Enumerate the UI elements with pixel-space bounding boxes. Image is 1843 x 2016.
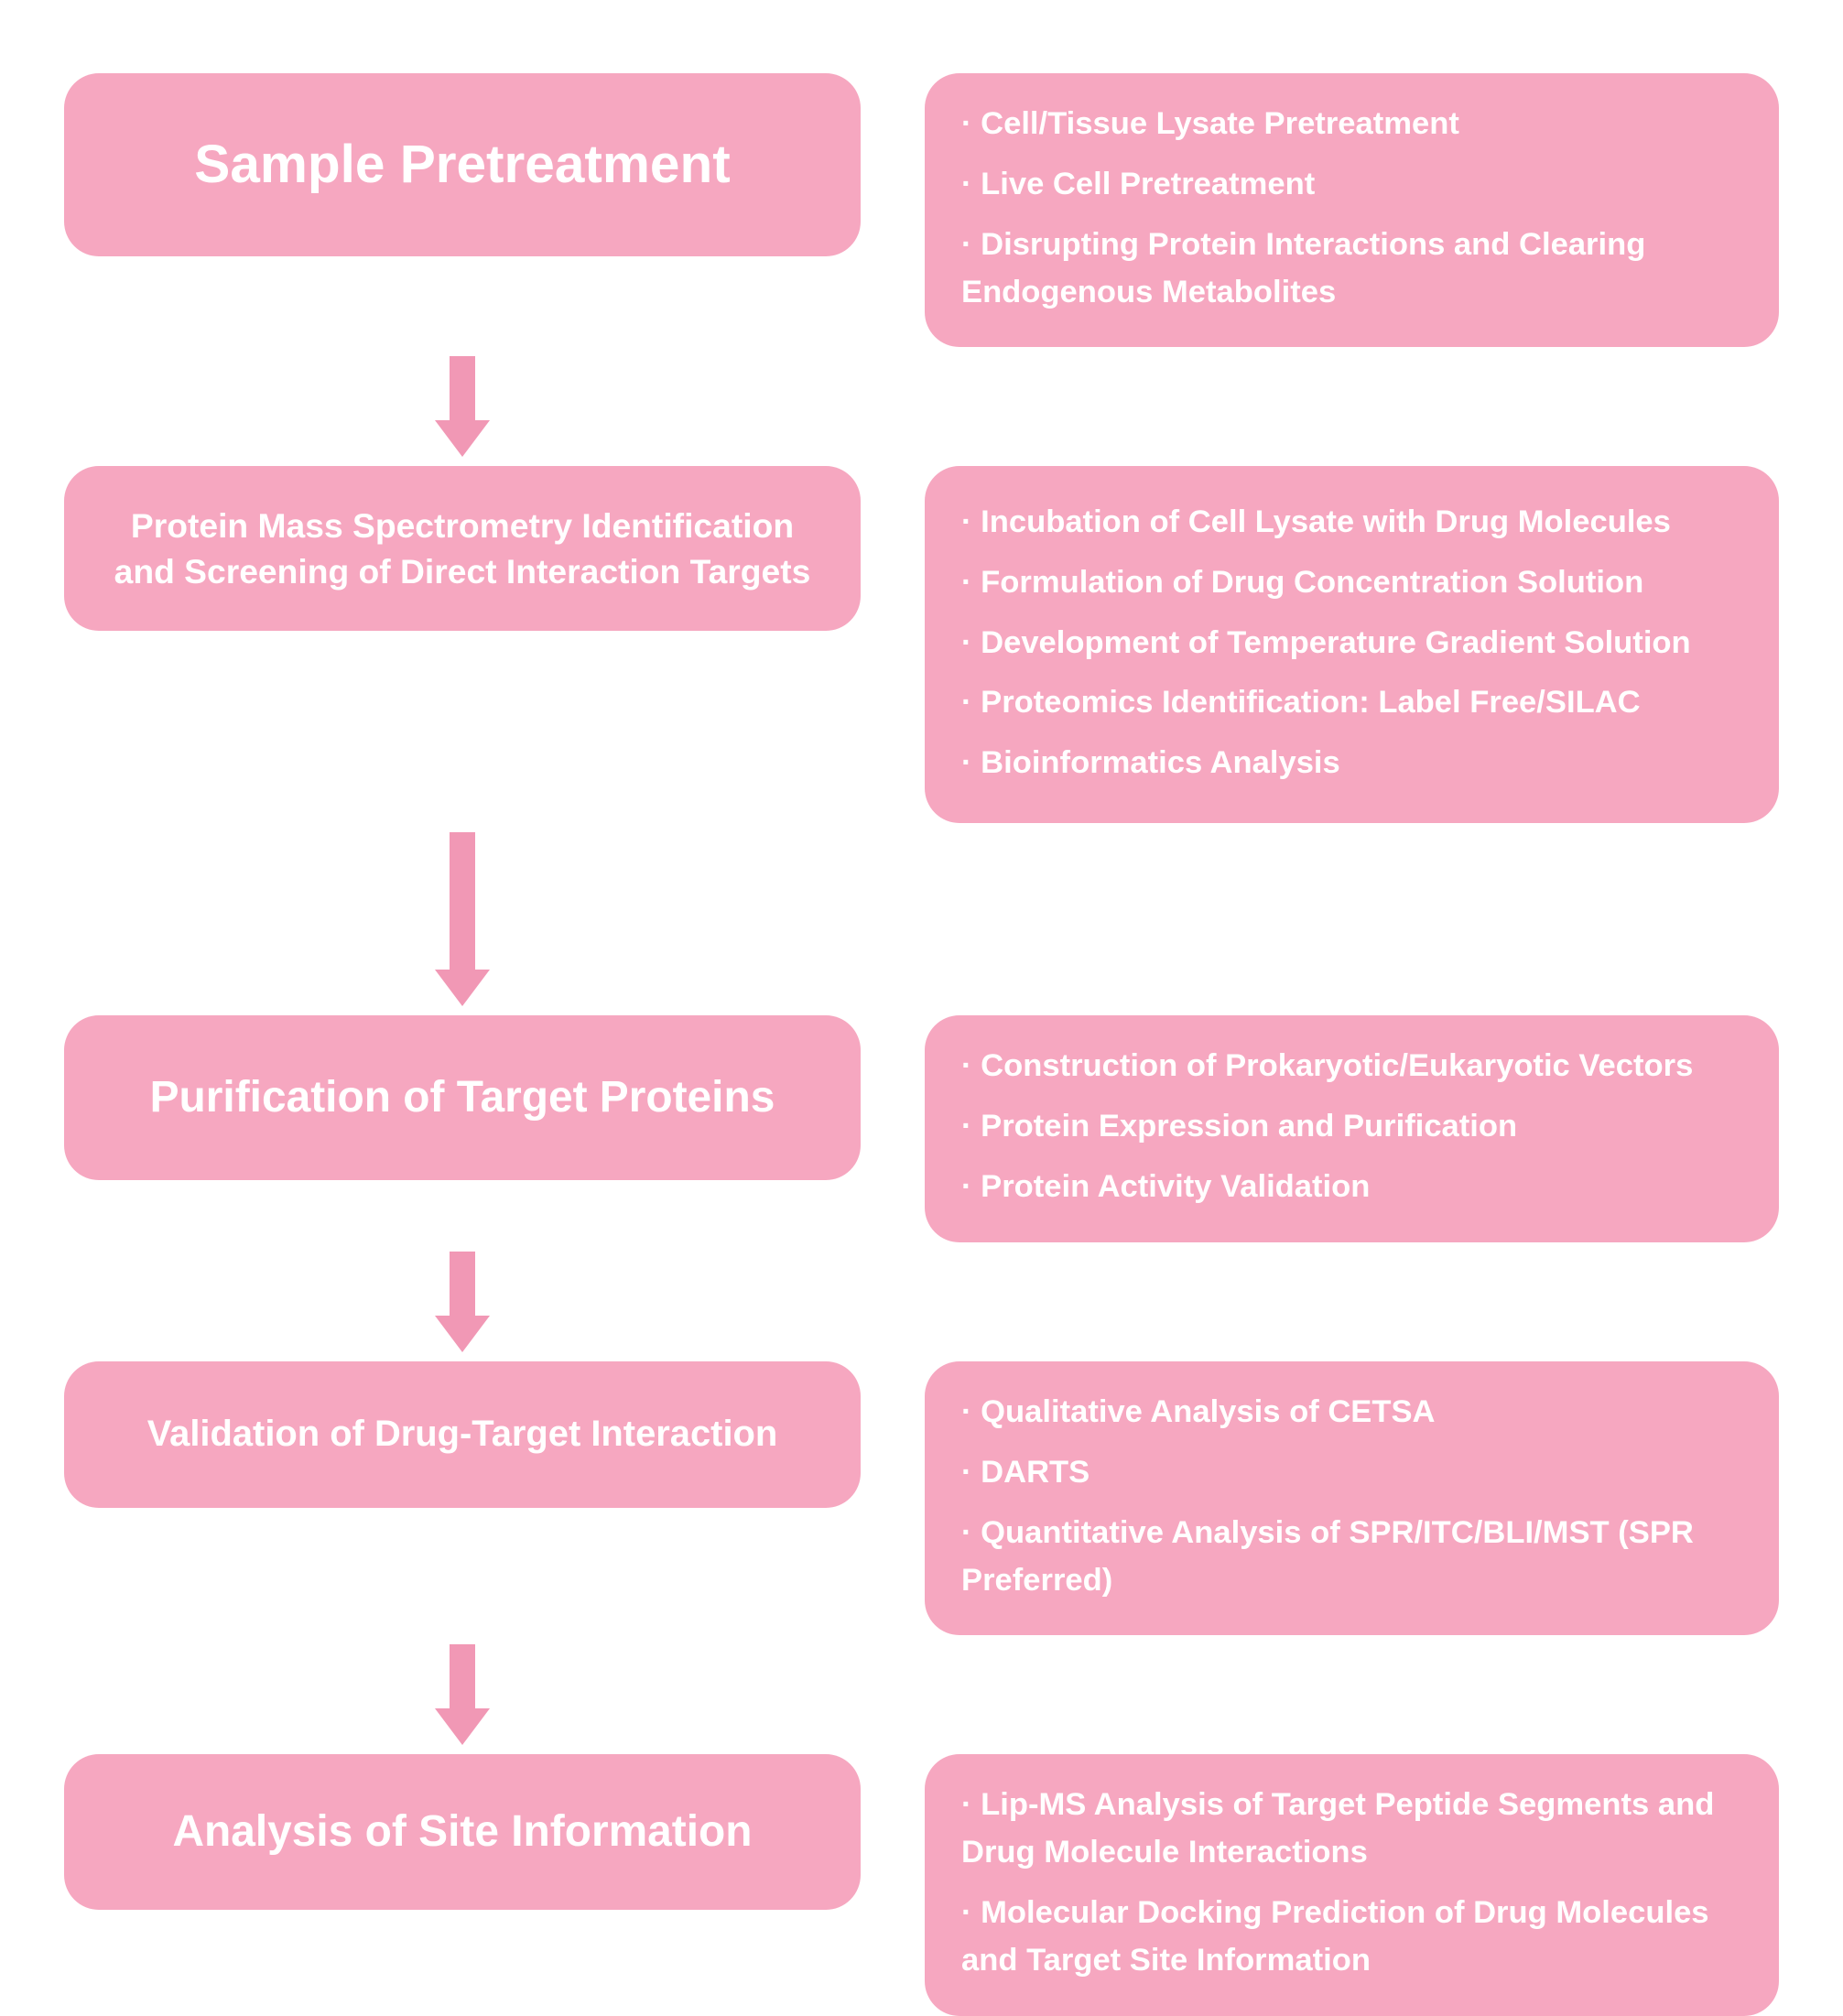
detail-item: · Incubation of Cell Lysate with Drug Mo… — [961, 499, 1742, 547]
detail-item: · Protein Activity Validation — [961, 1164, 1742, 1211]
detail-text: Construction of Prokaryotic/Eukaryotic V… — [981, 1048, 1693, 1083]
detail-item: · Cell/Tissue Lysate Pretreatment — [961, 101, 1742, 148]
bullet-icon: · — [961, 167, 981, 201]
detail-item: · Qualitative Analysis of CETSA — [961, 1389, 1742, 1436]
bullet-icon: · — [961, 1169, 981, 1204]
arrow-down-icon — [64, 823, 861, 1015]
detail-text: Qualitative Analysis of CETSA — [981, 1394, 1435, 1429]
spacer — [925, 823, 1779, 1015]
bullet-icon: · — [961, 1048, 981, 1083]
flow-right-column: · Cell/Tissue Lysate Pretreatment· Live … — [925, 73, 1779, 347]
flowchart-diagram: Sample Pretreatment · Cell/Tissue Lysate … — [64, 73, 1779, 2016]
detail-box: · Lip-MS Analysis of Target Peptide Segm… — [925, 1754, 1779, 2015]
arrow-row — [64, 347, 1779, 466]
flow-left-column: Sample Pretreatment — [64, 73, 861, 347]
detail-text: Bioinformatics Analysis — [981, 745, 1340, 780]
flow-right-column: · Construction of Prokaryotic/Eukaryotic… — [925, 1015, 1779, 1242]
step-title: Protein Mass Spectrometry Identification… — [101, 503, 824, 595]
flow-row: Purification of Target Proteins · Constru… — [64, 1015, 1779, 1242]
step-box: Sample Pretreatment — [64, 73, 861, 256]
step-title: Purification of Target Proteins — [150, 1068, 775, 1128]
flow-right-column: · Lip-MS Analysis of Target Peptide Segm… — [925, 1754, 1779, 2015]
detail-box: · Construction of Prokaryotic/Eukaryotic… — [925, 1015, 1779, 1242]
flow-left-column: Protein Mass Spectrometry Identification… — [64, 466, 861, 823]
bullet-icon: · — [961, 1455, 981, 1490]
detail-text: Proteomics Identification: Label Free/SI… — [981, 685, 1641, 720]
arrow-row — [64, 1635, 1779, 1754]
bullet-icon: · — [961, 1895, 981, 1930]
detail-item: · Molecular Docking Prediction of Drug M… — [961, 1890, 1742, 1985]
arrow-down-icon — [64, 1635, 861, 1754]
detail-text: Protein Activity Validation — [981, 1169, 1370, 1204]
bullet-icon: · — [961, 227, 981, 262]
detail-item: · Protein Expression and Purification — [961, 1103, 1742, 1151]
arrow-down-icon — [64, 347, 861, 466]
bullet-icon: · — [961, 565, 981, 600]
detail-item: · DARTS — [961, 1449, 1742, 1497]
step-box: Analysis of Site Information — [64, 1754, 861, 1910]
detail-text: Cell/Tissue Lysate Pretreatment — [981, 106, 1459, 141]
step-title: Sample Pretreatment — [194, 129, 730, 201]
bullet-icon: · — [961, 1787, 981, 1822]
detail-text: Molecular Docking Prediction of Drug Mol… — [961, 1895, 1709, 1978]
detail-item: · Development of Temperature Gradient So… — [961, 620, 1742, 667]
flow-left-column: Analysis of Site Information — [64, 1754, 861, 2015]
flow-row: Protein Mass Spectrometry Identification… — [64, 466, 1779, 823]
detail-item: · Disrupting Protein Interactions and Cl… — [961, 222, 1742, 317]
arrow-down-icon — [64, 1242, 861, 1361]
spacer — [925, 347, 1779, 466]
detail-text: Incubation of Cell Lysate with Drug Mole… — [981, 504, 1671, 539]
spacer — [925, 1242, 1779, 1361]
flow-right-column: · Incubation of Cell Lysate with Drug Mo… — [925, 466, 1779, 823]
detail-text: Protein Expression and Purification — [981, 1109, 1517, 1143]
flow-row: Validation of Drug-Target Interaction · Q… — [64, 1361, 1779, 1635]
detail-text: Live Cell Pretreatment — [981, 167, 1315, 201]
flow-right-column: · Qualitative Analysis of CETSA· DARTS· … — [925, 1361, 1779, 1635]
detail-text: Quantitative Analysis of SPR/ITC/BLI/MST… — [961, 1515, 1694, 1598]
detail-box: · Incubation of Cell Lysate with Drug Mo… — [925, 466, 1779, 823]
step-box: Purification of Target Proteins — [64, 1015, 861, 1180]
detail-text: Formulation of Drug Concentration Soluti… — [981, 565, 1643, 600]
step-box: Validation of Drug-Target Interaction — [64, 1361, 861, 1508]
bullet-icon: · — [961, 1515, 981, 1550]
arrow-row — [64, 823, 1779, 1015]
bullet-icon: · — [961, 1109, 981, 1143]
bullet-icon: · — [961, 106, 981, 141]
detail-text: Lip-MS Analysis of Target Peptide Segmen… — [961, 1787, 1714, 1870]
flow-row: Analysis of Site Information · Lip-MS Ana… — [64, 1754, 1779, 2015]
flow-left-column: Validation of Drug-Target Interaction — [64, 1361, 861, 1635]
bullet-icon: · — [961, 745, 981, 780]
flow-row: Sample Pretreatment · Cell/Tissue Lysate … — [64, 73, 1779, 347]
detail-item: · Construction of Prokaryotic/Eukaryotic… — [961, 1043, 1742, 1090]
spacer — [925, 1635, 1779, 1754]
bullet-icon: · — [961, 625, 981, 660]
detail-text: DARTS — [981, 1455, 1090, 1490]
arrow-row — [64, 1242, 1779, 1361]
detail-item: · Proteomics Identification: Label Free/… — [961, 679, 1742, 727]
detail-item: · Bioinformatics Analysis — [961, 740, 1742, 787]
step-title: Analysis of Site Information — [172, 1803, 752, 1862]
step-box: Protein Mass Spectrometry Identification… — [64, 466, 861, 631]
detail-item: · Lip-MS Analysis of Target Peptide Segm… — [961, 1782, 1742, 1877]
detail-text: Development of Temperature Gradient Solu… — [981, 625, 1691, 660]
bullet-icon: · — [961, 504, 981, 539]
detail-item: · Formulation of Drug Concentration Solu… — [961, 559, 1742, 607]
bullet-icon: · — [961, 685, 981, 720]
detail-item: · Live Cell Pretreatment — [961, 161, 1742, 209]
detail-box: · Qualitative Analysis of CETSA· DARTS· … — [925, 1361, 1779, 1635]
flow-left-column: Purification of Target Proteins — [64, 1015, 861, 1242]
detail-box: · Cell/Tissue Lysate Pretreatment· Live … — [925, 73, 1779, 347]
bullet-icon: · — [961, 1394, 981, 1429]
detail-item: · Quantitative Analysis of SPR/ITC/BLI/M… — [961, 1510, 1742, 1605]
detail-text: Disrupting Protein Interactions and Clea… — [961, 227, 1645, 309]
step-title: Validation of Drug-Target Interaction — [147, 1410, 778, 1459]
